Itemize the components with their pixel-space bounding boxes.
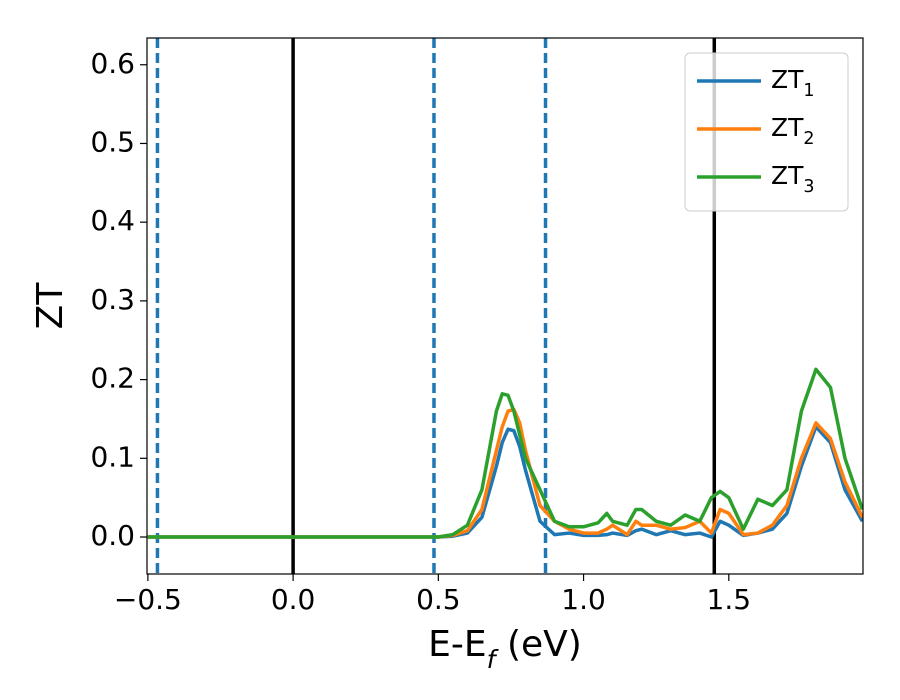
x-tick-label: 1.5: [707, 583, 752, 616]
legend-label: ZT3: [771, 161, 815, 197]
y-tick-label: 0.1: [90, 440, 135, 473]
y-tick-label: 0.6: [90, 47, 135, 80]
line-series: [147, 367, 863, 539]
x-tick-label: 1.0: [561, 583, 606, 616]
y-tick-label: 0.0: [90, 519, 135, 552]
y-tick-label: 0.2: [90, 362, 135, 395]
y-axis-label: ZT: [30, 282, 71, 330]
x-tick-label: 0.5: [416, 583, 461, 616]
x-tick-label: −0.5: [114, 583, 182, 616]
y-tick-label: 0.3: [90, 283, 135, 316]
legend-label: ZT1: [771, 65, 815, 101]
axes-frame: [146, 37, 864, 575]
x-tick-label: 0.0: [271, 583, 316, 616]
y-tick-label: 0.5: [90, 125, 135, 158]
legend-box: [684, 52, 849, 212]
legend: ZT1 ZT2 ZT3: [684, 52, 849, 212]
y-tick-label: 0.4: [90, 204, 135, 237]
line-series: [147, 425, 863, 539]
legend-label: ZT2: [771, 113, 815, 149]
line-series: [147, 407, 863, 539]
ticks: −0.5 0.0 0.5 1.0 1.5 0.0 0.1 0.2 0.3 0.4 0.5 0.6: [90, 47, 751, 616]
